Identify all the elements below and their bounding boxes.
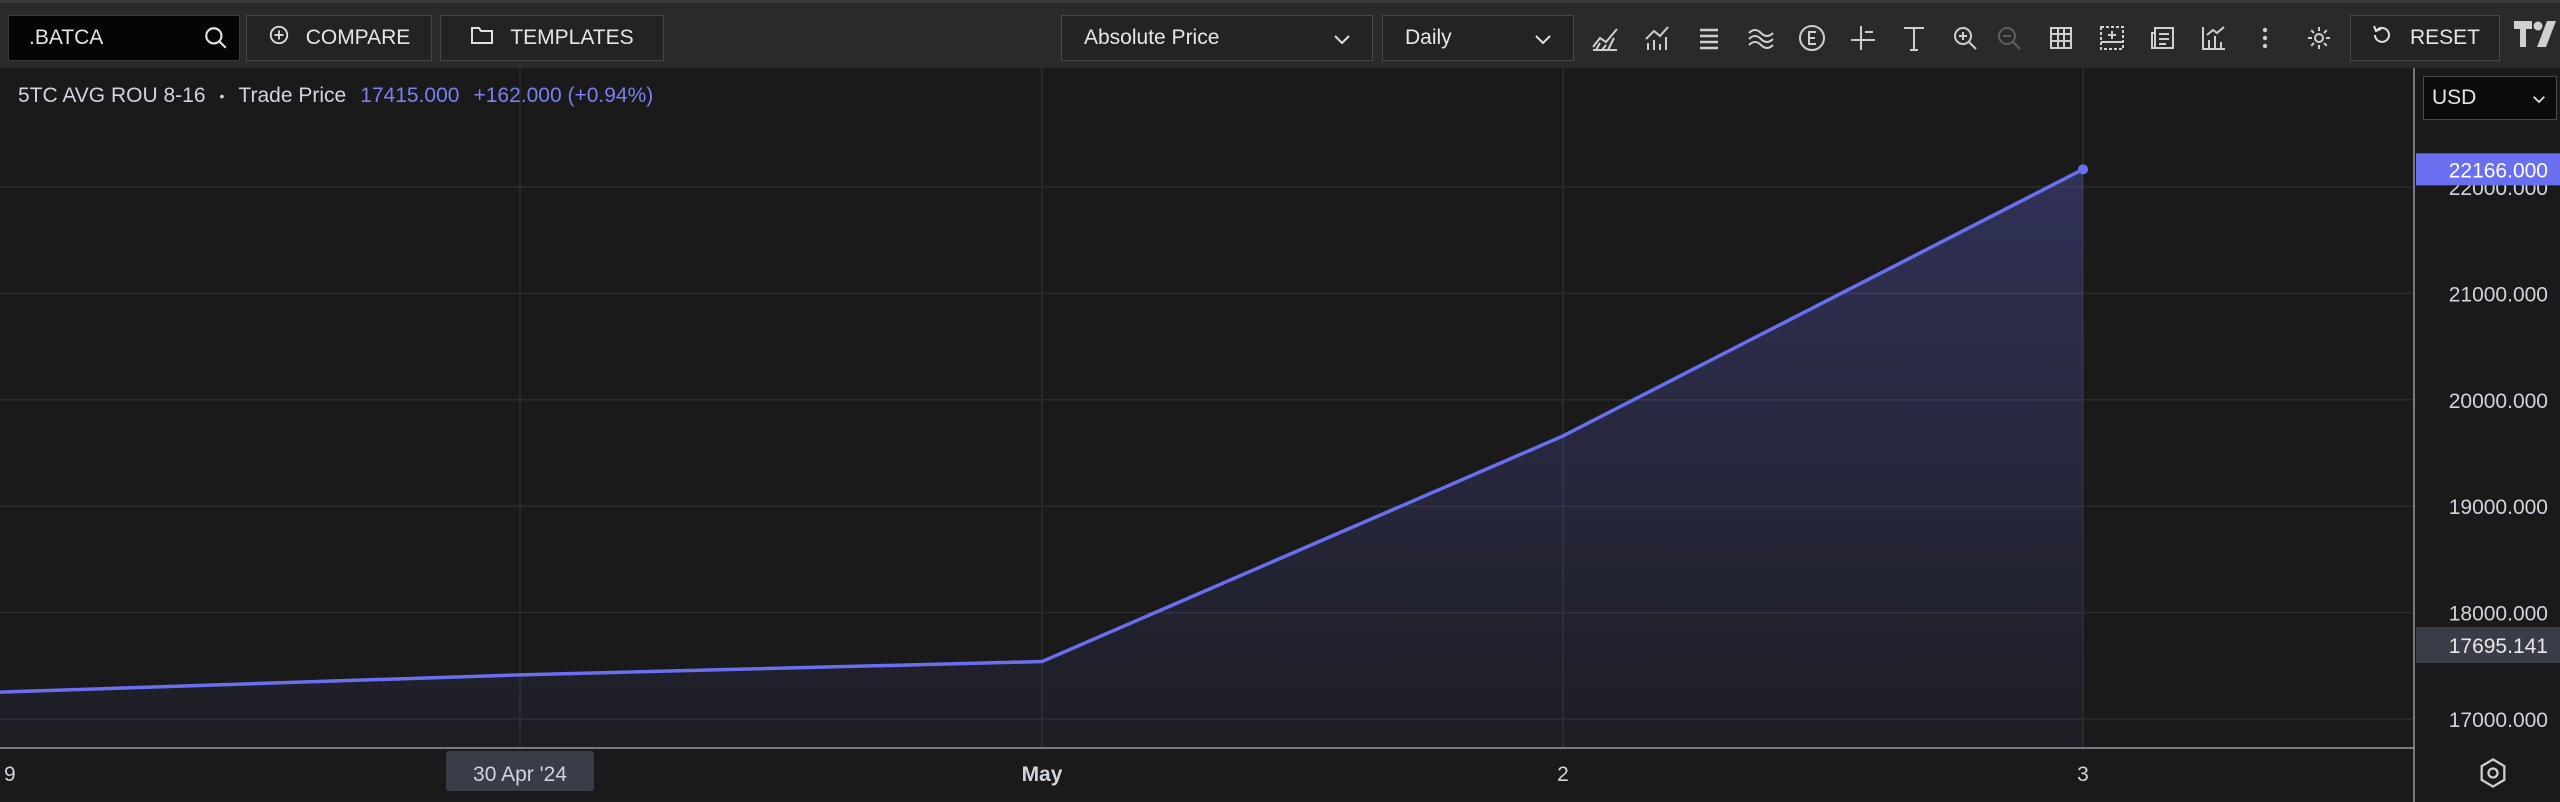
currency-value: USD bbox=[2432, 86, 2477, 109]
symbol-search-input[interactable] bbox=[29, 26, 189, 50]
search-icon[interactable] bbox=[203, 25, 229, 57]
y-tick-label: 18000.000 bbox=[2449, 603, 2548, 626]
last-value-label: 22166.000 bbox=[2449, 159, 2548, 182]
chart-legend: 5TC AVG ROU 8-16 • Trade Price 17415.000… bbox=[18, 84, 653, 108]
price-mode-dropdown[interactable]: Absolute Price bbox=[1061, 15, 1373, 61]
waves-icon[interactable] bbox=[1744, 21, 1778, 55]
chevron-down-icon bbox=[1330, 27, 1354, 57]
legend-series-title: Trade Price bbox=[238, 84, 347, 107]
chart-type-icon[interactable] bbox=[2197, 21, 2231, 55]
plus-circle-icon bbox=[268, 24, 290, 52]
legend-separator: • bbox=[219, 88, 225, 104]
price-mode-value: Absolute Price bbox=[1084, 26, 1220, 49]
chevron-down-icon bbox=[1531, 27, 1555, 57]
reset-label: RESET bbox=[2409, 26, 2480, 49]
toolbar: COMPARE TEMPLATES Absolute Price Daily bbox=[0, 0, 2560, 68]
x-tick-label: 3 bbox=[2077, 763, 2089, 786]
indicators-icon[interactable] bbox=[1640, 21, 1674, 55]
x-tick-label: 2 bbox=[1557, 763, 1569, 786]
lines-icon[interactable] bbox=[1692, 21, 1726, 55]
add-pane-icon[interactable] bbox=[2095, 21, 2129, 55]
symbol-search-box[interactable] bbox=[8, 15, 240, 61]
event-icon[interactable] bbox=[1795, 21, 1829, 55]
y-tick-label: 21000.000 bbox=[2449, 283, 2548, 306]
news-icon[interactable] bbox=[2146, 21, 2180, 55]
last-value-label-bg bbox=[2416, 153, 2560, 186]
compare-button[interactable]: COMPARE bbox=[246, 15, 432, 61]
legend-symbol: 5TC AVG ROU 8-16 bbox=[18, 84, 206, 107]
interval-value: Daily bbox=[1405, 26, 1452, 49]
table-icon[interactable] bbox=[2044, 21, 2078, 55]
currency-select[interactable]: USD bbox=[2423, 76, 2557, 120]
zoom-out-icon[interactable] bbox=[1992, 21, 2026, 55]
legend-last-value: 17415.000 bbox=[360, 84, 460, 107]
x-crosshair-label-bg bbox=[446, 751, 594, 791]
x-tick-label: 30 Apr '24 bbox=[473, 763, 567, 786]
price-chart[interactable]: 17000.000 18000.000 19000.000 20000.000 2100… bbox=[0, 68, 2560, 802]
compare-label: COMPARE bbox=[305, 26, 411, 49]
crosshair-value-label-bg bbox=[2416, 627, 2560, 664]
last-point-marker bbox=[2078, 164, 2088, 175]
y-tick-label: 17000.000 bbox=[2449, 709, 2548, 732]
folder-icon bbox=[470, 24, 494, 52]
more-icon[interactable] bbox=[2248, 21, 2282, 55]
y-tick-label: 19000.000 bbox=[2449, 496, 2548, 519]
x-tick-label: May bbox=[1022, 763, 1063, 786]
interval-dropdown[interactable]: Daily bbox=[1382, 15, 1574, 61]
reset-button[interactable]: RESET bbox=[2350, 15, 2500, 61]
templates-button[interactable]: TEMPLATES bbox=[440, 15, 664, 61]
y-tick-label: 20000.000 bbox=[2449, 390, 2548, 413]
x-tick-label: 9 bbox=[4, 763, 16, 786]
crosshair-icon[interactable] bbox=[1846, 21, 1880, 55]
reset-icon bbox=[2370, 23, 2394, 53]
text-tool-icon[interactable] bbox=[1897, 21, 1931, 55]
settings-icon[interactable] bbox=[2302, 21, 2336, 55]
zoom-in-icon[interactable] bbox=[1948, 21, 1982, 55]
chart-area[interactable]: 17000.000 18000.000 19000.000 20000.000 2100… bbox=[0, 68, 2560, 802]
crosshair-value-label: 17695.141 bbox=[2449, 635, 2548, 658]
templates-label: TEMPLATES bbox=[510, 26, 634, 49]
tradingview-logo-icon bbox=[2514, 21, 2558, 53]
chevron-down-icon bbox=[2530, 90, 2548, 114]
legend-change: +162.000 (+0.94%) bbox=[473, 84, 654, 107]
area-chart-icon[interactable] bbox=[1588, 21, 1622, 55]
chart-settings-icon[interactable] bbox=[2476, 756, 2510, 790]
series-area-fill bbox=[0, 169, 2083, 749]
